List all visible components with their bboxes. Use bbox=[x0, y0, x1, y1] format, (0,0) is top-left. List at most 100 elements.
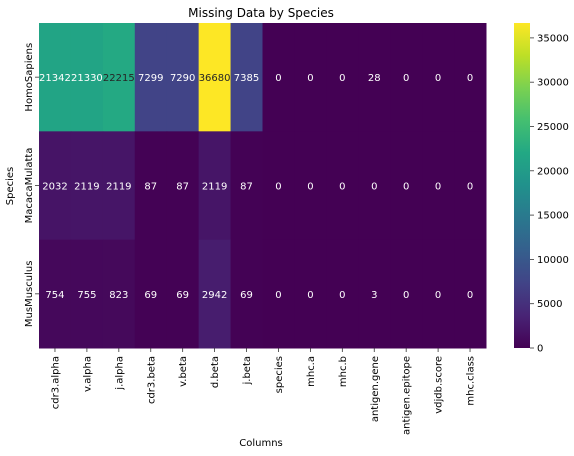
cell-value-label: 0 bbox=[467, 290, 473, 301]
x-tick-label: j.alpha bbox=[114, 356, 125, 391]
heatmap-cell bbox=[166, 239, 200, 349]
heatmap-cell bbox=[422, 23, 455, 132]
cell-value-label: 7290 bbox=[170, 73, 195, 84]
cell-value-label: 754 bbox=[45, 290, 64, 301]
cell-value-label: 0 bbox=[307, 182, 313, 193]
cell-value-label: 2942 bbox=[202, 290, 227, 301]
heatmap-cell bbox=[358, 23, 391, 132]
cell-value-label: 0 bbox=[307, 290, 313, 301]
heatmap-cell bbox=[70, 239, 104, 349]
heatmap-cell bbox=[102, 239, 136, 349]
heatmap-cell bbox=[102, 23, 136, 132]
x-tick-label: v.beta bbox=[178, 356, 189, 387]
colorbar-tick-label: 10000 bbox=[537, 255, 569, 266]
cell-value-label: 0 bbox=[371, 182, 377, 193]
heatmap-cell bbox=[198, 131, 232, 241]
colorbar bbox=[514, 23, 530, 348]
heatmap-cell bbox=[454, 239, 487, 349]
heatmap-cell bbox=[39, 23, 72, 132]
heatmap-cell bbox=[39, 131, 72, 241]
cell-value-label: 7299 bbox=[138, 73, 163, 84]
colorbar-tick-label: 15000 bbox=[537, 211, 569, 222]
cell-value-label: 0 bbox=[339, 290, 345, 301]
cell-value-label: 87 bbox=[176, 182, 189, 193]
cell-value-label: 69 bbox=[176, 290, 189, 301]
y-axis: HomoSapiens MacacaMulatta MusMusculus bbox=[24, 43, 39, 327]
heatmap-cell bbox=[166, 23, 200, 132]
x-tick-label: mhc.b bbox=[338, 356, 349, 387]
cell-value-label: 823 bbox=[109, 290, 128, 301]
y-axis-label: Species bbox=[5, 167, 16, 206]
heatmap-cell bbox=[39, 239, 72, 349]
cell-value-label: 2119 bbox=[202, 182, 227, 193]
x-tick-label: antigen.epitope bbox=[402, 356, 413, 435]
cell-value-label: 0 bbox=[435, 73, 441, 84]
cell-value-label: 22215 bbox=[103, 73, 135, 84]
heatmap-cell bbox=[390, 23, 423, 132]
x-tick-label: d.beta bbox=[210, 356, 221, 388]
cell-value-label: 0 bbox=[403, 290, 409, 301]
cell-value-label: 0 bbox=[467, 182, 473, 193]
heatmap-cell bbox=[70, 131, 104, 241]
cell-value-label: 69 bbox=[240, 290, 253, 301]
heatmap-cell bbox=[454, 23, 487, 132]
cell-value-label: 7385 bbox=[234, 73, 259, 84]
colorbar-tick-label: 20000 bbox=[537, 166, 569, 177]
y-tick-label: HomoSapiens bbox=[24, 43, 35, 112]
heatmap-cell bbox=[326, 23, 359, 132]
heatmap-cell bbox=[294, 131, 327, 241]
cell-value-label: 0 bbox=[467, 73, 473, 84]
cell-value-label: 2119 bbox=[74, 182, 99, 193]
heatmap-cell bbox=[358, 131, 391, 241]
x-tick-label: mhc.class bbox=[466, 356, 477, 406]
heatmap-cell bbox=[134, 131, 168, 241]
cell-value-label: 0 bbox=[403, 182, 409, 193]
x-tick-label: j.beta bbox=[242, 356, 253, 386]
cell-value-label: 2032 bbox=[42, 182, 67, 193]
cell-value-label: 28 bbox=[368, 73, 381, 84]
heatmap-cell bbox=[230, 131, 263, 241]
cell-value-label: 0 bbox=[435, 290, 441, 301]
x-tick-label: v.alpha bbox=[82, 356, 93, 392]
cell-value-label: 0 bbox=[307, 73, 313, 84]
heatmap-cell bbox=[198, 239, 232, 349]
heatmap-cell bbox=[262, 239, 295, 349]
cell-value-label: 755 bbox=[77, 290, 96, 301]
cell-value-label: 0 bbox=[339, 182, 345, 193]
heatmap-cell bbox=[134, 23, 168, 132]
heatmap-cell bbox=[230, 239, 263, 349]
x-tick-label: vdjdb.score bbox=[434, 356, 445, 414]
cell-value-label: 0 bbox=[275, 290, 281, 301]
chart-title: Missing Data by Species bbox=[188, 6, 334, 20]
x-axis: cdr3.alpha v.alpha j.alpha cdr3.beta v.beta d… bbox=[50, 348, 477, 435]
cell-value-label: 2119 bbox=[106, 182, 131, 193]
x-tick-label: antigen.gene bbox=[370, 356, 381, 422]
cell-value-label: 69 bbox=[144, 290, 157, 301]
cell-value-label: 36680 bbox=[199, 73, 231, 84]
heatmap-cell bbox=[294, 239, 327, 349]
cell-value-label: 87 bbox=[240, 182, 253, 193]
heatmap-cell bbox=[390, 239, 423, 349]
x-tick-label: cdr3.beta bbox=[146, 356, 157, 404]
x-axis-label: Columns bbox=[239, 438, 283, 449]
heatmap-cell bbox=[198, 23, 232, 132]
cell-value-label: 21330 bbox=[71, 73, 103, 84]
heatmap-cell bbox=[230, 23, 263, 132]
colorbar-tick-label: 0 bbox=[537, 344, 543, 355]
cell-value-label: 3 bbox=[371, 290, 377, 301]
colorbar-tick-label: 25000 bbox=[537, 122, 569, 133]
y-tick-label: MusMusculus bbox=[24, 261, 35, 328]
colorbar-tick-label: 5000 bbox=[537, 299, 562, 310]
y-tick-label: MacacaMulatta bbox=[24, 148, 35, 224]
heatmap-cell bbox=[326, 131, 359, 241]
cell-value-label: 0 bbox=[339, 73, 345, 84]
heatmap-cell bbox=[422, 239, 455, 349]
heatmap-cell bbox=[70, 23, 104, 132]
heatmap-cell bbox=[294, 23, 327, 132]
cell-value-label: 0 bbox=[275, 73, 281, 84]
heatmap-cell bbox=[454, 131, 487, 241]
cell-value-label: 21342 bbox=[39, 73, 71, 84]
colorbar-tick-label: 30000 bbox=[537, 78, 569, 89]
heatmap-cell bbox=[326, 239, 359, 349]
